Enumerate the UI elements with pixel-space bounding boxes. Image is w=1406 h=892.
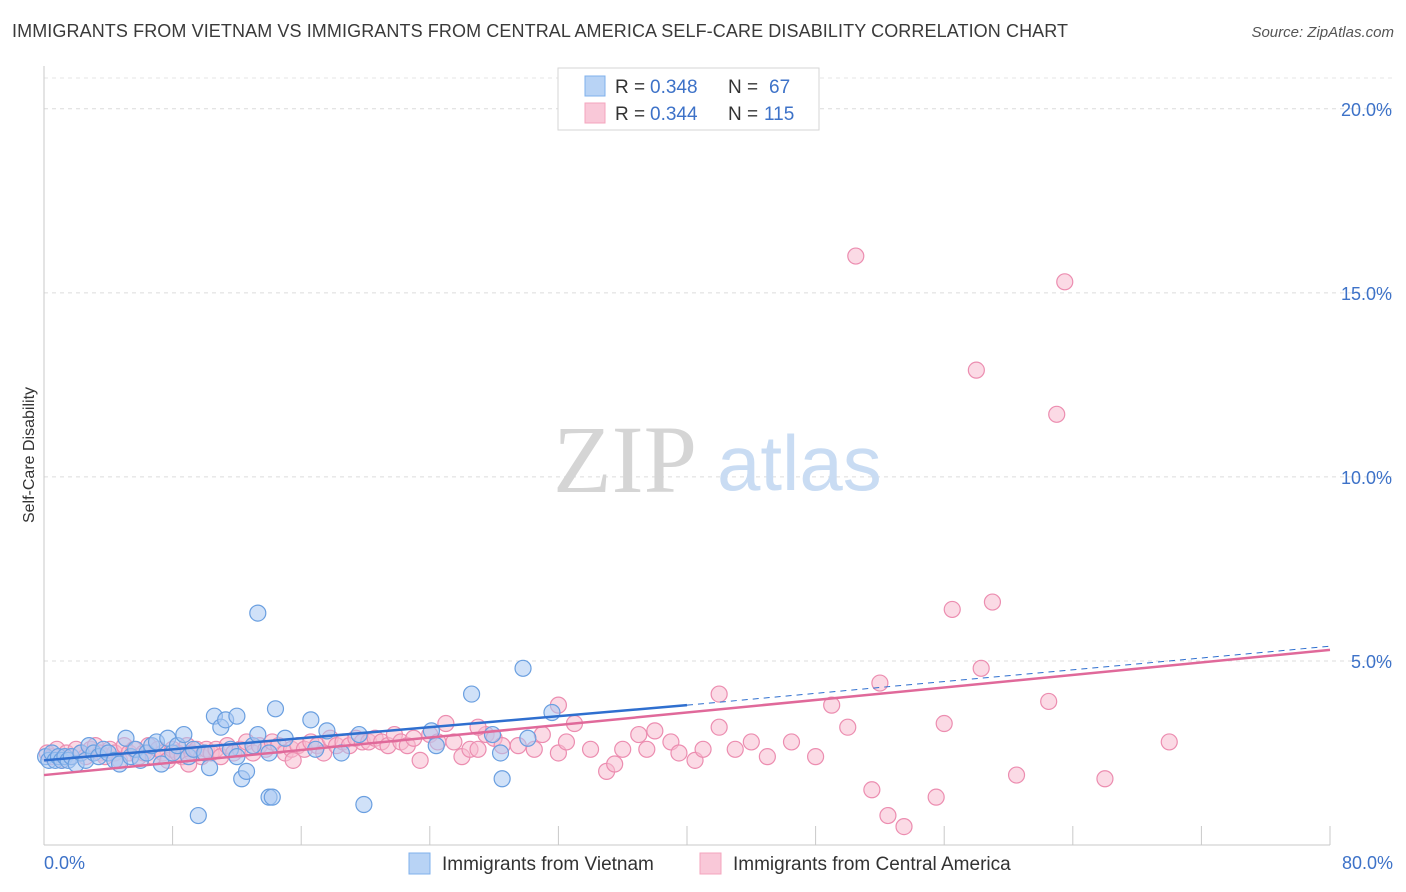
point-central-america (758, 748, 776, 766)
series-legend-swatch-vietnam (408, 852, 431, 875)
point-vietnam (427, 737, 445, 755)
legend-swatch-central-america (584, 102, 606, 124)
point-central-america (972, 659, 990, 677)
point-central-america (1160, 733, 1178, 751)
point-central-america (581, 740, 600, 758)
y-axis-label: Self-Care Disability (21, 387, 38, 523)
point-central-america (782, 733, 801, 751)
point-central-america (983, 593, 1002, 611)
x-tick-label: 80.0% (1342, 853, 1393, 873)
point-vietnam (493, 770, 511, 788)
y-tick-label: 15.0% (1341, 284, 1392, 304)
chart-title: IMMIGRANTS FROM VIETNAM VS IMMIGRANTS FR… (12, 21, 1069, 41)
y-tick-label: 10.0% (1341, 468, 1392, 488)
point-central-america (943, 600, 961, 619)
point-central-america (967, 361, 985, 379)
point-central-america (839, 718, 857, 736)
trend-line-vietnam (43, 703, 688, 762)
point-central-america (895, 817, 913, 836)
point-central-america (670, 744, 688, 762)
trend-line-central-america (43, 648, 1331, 777)
point-central-america (638, 740, 656, 758)
point-central-america (935, 714, 953, 733)
legend-r-value-central-america: 0.344 (650, 104, 698, 125)
point-central-america (1007, 766, 1026, 784)
point-central-america (437, 714, 455, 733)
point-vietnam (189, 806, 207, 825)
point-central-america (847, 247, 865, 265)
trend-line-vietnam-extension (686, 645, 1331, 706)
gridlines (44, 77, 1392, 662)
point-central-america (879, 806, 897, 825)
point-central-america (1048, 405, 1066, 423)
legend-n-value-central-america: 115 (764, 104, 794, 125)
correlation-legend: R = 0.348 N = 67 R = 0.344 N = 115 (557, 67, 820, 131)
series-legend-label-central-america: Immigrants from Central America (733, 854, 1011, 875)
x-tick-label: 0.0% (44, 853, 85, 873)
point-central-america (927, 788, 945, 806)
point-vietnam (117, 729, 135, 747)
point-central-america (806, 748, 825, 766)
point-central-america (411, 751, 429, 769)
point-vietnam (355, 795, 373, 814)
point-vietnam (302, 711, 320, 729)
point-vietnam (249, 604, 267, 622)
watermark-atlas: atlas (717, 419, 882, 507)
series-legend: Immigrants from Vietnam Immigrants from … (408, 852, 1011, 875)
series-legend-swatch-central-america (699, 852, 722, 875)
point-vietnam (237, 762, 256, 780)
point-vietnam (228, 707, 246, 725)
point-central-america (823, 696, 841, 714)
watermark: ZIP atlas (553, 406, 882, 513)
point-vietnam (462, 685, 481, 703)
point-central-america (742, 733, 760, 751)
point-central-america (1056, 273, 1074, 291)
point-central-america (863, 781, 881, 799)
legend-r-label-vietnam: R = (615, 77, 645, 98)
legend-n-value-vietnam: 67 (769, 77, 790, 98)
legend-swatch-vietnam (584, 75, 606, 97)
tick-labels: 5.0% 10.0% 15.0% 20.0% 0.0% 80.0% (44, 100, 1393, 873)
point-vietnam (266, 700, 285, 718)
point-vietnam (175, 725, 193, 744)
point-central-america (694, 740, 712, 758)
series-legend-label-vietnam: Immigrants from Vietnam (442, 854, 654, 875)
point-vietnam (514, 659, 532, 677)
point-central-america (646, 722, 664, 740)
y-tick-label: 5.0% (1351, 652, 1392, 672)
legend-r-label-central-america: R = (615, 104, 645, 125)
point-central-america (1040, 692, 1058, 711)
point-vietnam (519, 729, 537, 747)
point-central-america (1096, 770, 1114, 788)
point-vietnam (263, 788, 281, 806)
axes (43, 66, 1331, 846)
point-central-america (630, 725, 648, 744)
point-central-america (726, 740, 744, 758)
point-central-america (614, 740, 632, 758)
legend-n-label-vietnam: N = (728, 77, 758, 98)
watermark-zip: ZIP (553, 406, 697, 513)
point-vietnam (491, 744, 510, 762)
point-central-america (284, 751, 302, 769)
point-central-america (606, 755, 624, 773)
trend-lines (43, 645, 1331, 777)
point-central-america (710, 718, 728, 736)
point-central-america (557, 733, 576, 751)
point-central-america (469, 740, 487, 758)
y-tick-label: 20.0% (1341, 100, 1392, 120)
point-vietnam (249, 725, 267, 744)
legend-r-value-vietnam: 0.348 (650, 77, 698, 98)
point-vietnam (483, 725, 502, 744)
point-central-america (871, 674, 889, 692)
point-central-america (710, 685, 728, 703)
point-vietnam (200, 759, 219, 777)
point-central-america (533, 725, 551, 744)
source-label: Source: ZipAtlas.com (1251, 24, 1394, 41)
legend-n-label-central-america: N = (728, 104, 758, 125)
